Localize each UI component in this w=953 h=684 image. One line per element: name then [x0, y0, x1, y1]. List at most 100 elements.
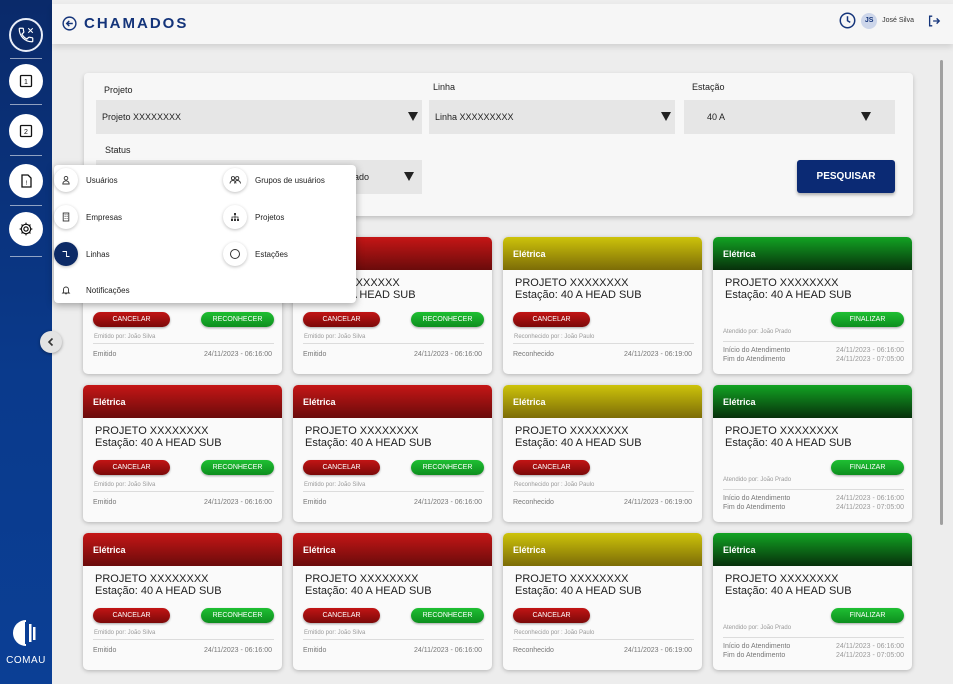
end-time: 24/11/2023 - 07:05:00 — [836, 652, 904, 659]
menu-label: Usuários — [86, 175, 118, 185]
menu-label: Notificações — [86, 285, 130, 295]
linha-label: Linha — [433, 82, 456, 92]
card-station: Estação: 40 A HEAD SUB — [515, 289, 642, 301]
card-category: Elétrica — [503, 533, 702, 566]
recognize-button[interactable]: RECONHECER — [201, 312, 274, 327]
caret-down-icon — [404, 172, 414, 181]
cancel-button[interactable]: CANCELAR — [513, 460, 590, 475]
ticket-card[interactable]: Elétrica PROJETO XXXXXXXX Estação: 40 A HE… — [83, 533, 282, 670]
user-name: José Silva — [882, 17, 914, 24]
ticket-card[interactable]: Elétrica PROJETO XXXXXXXX Estação: 40 A HE… — [713, 237, 912, 374]
recognize-button[interactable]: RECONHECER — [201, 460, 274, 475]
linha-select[interactable]: Linha XXXXXXXXX — [429, 100, 675, 134]
sidebar-collapse-button[interactable] — [40, 331, 62, 353]
sidebar-item-document[interactable]: ! — [9, 164, 43, 198]
menu-item-usuarios[interactable]: Usuários — [54, 168, 118, 192]
card-category: Elétrica — [83, 533, 282, 566]
sidebar-item-chamados[interactable] — [9, 18, 43, 52]
recognized-by: Reconhecido por : João Paulo — [514, 334, 595, 340]
recognize-button[interactable]: RECONHECER — [201, 608, 274, 623]
sidebar-divider — [10, 256, 42, 257]
sidebar-item-1[interactable]: 1 — [9, 64, 43, 98]
recognize-button[interactable]: RECONHECER — [411, 608, 484, 623]
ticket-card[interactable]: Elétrica PROJETO XXXXXXXX Estação: 40 A HE… — [293, 385, 492, 522]
logout-icon[interactable] — [927, 14, 941, 28]
card-status: Emitido — [303, 351, 327, 358]
menu-item-estacoes[interactable]: Estações — [223, 242, 288, 266]
recognize-button[interactable]: RECONHECER — [411, 312, 484, 327]
card-status: Reconhecido — [513, 647, 554, 654]
settings-menu: Usuários Grupos de usuários Empresas Pro… — [54, 165, 356, 303]
menu-item-grupos[interactable]: Grupos de usuários — [223, 168, 325, 192]
cancel-button[interactable]: CANCELAR — [93, 460, 170, 475]
card-project: PROJETO XXXXXXXX — [725, 277, 839, 289]
card-status: Emitido — [93, 647, 117, 654]
gear-icon — [19, 222, 33, 236]
caret-down-icon — [408, 112, 418, 121]
menu-item-linhas[interactable]: Linhas — [54, 242, 110, 266]
start-label: Início do Atendimento — [723, 347, 791, 354]
card-divider — [93, 639, 274, 640]
clock-icon[interactable] — [839, 12, 856, 29]
cancel-button[interactable]: CANCELAR — [303, 460, 380, 475]
emitted-by: Emitido por: João Silva — [304, 482, 366, 488]
back-button[interactable] — [62, 16, 77, 36]
finish-button[interactable]: FINALIZAR — [831, 460, 904, 475]
menu-label: Projetos — [255, 212, 285, 222]
estacao-select[interactable]: 40 A — [684, 100, 895, 134]
menu-item-empresas[interactable]: Empresas — [54, 205, 122, 229]
card-divider — [303, 343, 484, 344]
ticket-card[interactable]: Elétrica PROJETO XXXXXXXX Estação: 40 A HE… — [83, 385, 282, 522]
emitted-by: Emitido por: João Silva — [94, 334, 156, 340]
menu-label: Estações — [255, 249, 288, 259]
finish-button[interactable]: FINALIZAR — [831, 312, 904, 327]
card-category: Elétrica — [713, 385, 912, 418]
card-status: Emitido — [93, 499, 117, 506]
card-divider — [303, 491, 484, 492]
scrollbar[interactable] — [940, 60, 943, 525]
cancel-button[interactable]: CANCELAR — [513, 608, 590, 623]
menu-item-notificacoes[interactable]: Notificações — [54, 278, 130, 302]
recognized-by: Reconhecido por : João Paulo — [514, 482, 595, 488]
user-icon — [54, 168, 78, 192]
card-divider — [93, 491, 274, 492]
linha-value: Linha XXXXXXXXX — [435, 112, 514, 122]
cancel-button[interactable]: CANCELAR — [93, 312, 170, 327]
start-time: 24/11/2023 - 06:16:00 — [836, 643, 904, 650]
card-status: Emitido — [93, 351, 117, 358]
cancel-button[interactable]: CANCELAR — [303, 312, 380, 327]
projeto-select[interactable]: Projeto XXXXXXXX — [96, 100, 422, 134]
end-label: Fim do Atendimento — [723, 652, 786, 659]
card-project: PROJETO XXXXXXXX — [515, 425, 629, 437]
search-button[interactable]: PESQUISAR — [797, 160, 895, 193]
arrow-left-circle-icon — [62, 16, 77, 31]
card-status: Emitido — [303, 647, 327, 654]
finish-button[interactable]: FINALIZAR — [831, 608, 904, 623]
ticket-card[interactable]: Elétrica PROJETO XXXXXXXX Estação: 40 A HE… — [713, 385, 912, 522]
avatar[interactable]: JS — [861, 12, 878, 29]
sidebar-item-settings[interactable] — [9, 212, 43, 246]
projeto-value: Projeto XXXXXXXX — [102, 112, 182, 122]
recognized-by: Reconhecido por : João Paulo — [514, 630, 595, 636]
sidebar-item-2[interactable]: 2 — [9, 114, 43, 148]
ticket-card[interactable]: Elétrica PROJETO XXXXXXXX Estação: 40 A HE… — [293, 533, 492, 670]
comau-logo-icon — [13, 620, 36, 646]
ticket-card[interactable]: Elétrica PROJETO XXXXXXXX Estação: 40 A HE… — [503, 237, 702, 374]
ticket-card[interactable]: Elétrica PROJETO XXXXXXXX Estação: 40 A HE… — [713, 533, 912, 670]
card-status: Emitido — [303, 499, 327, 506]
emitted-by: Emitido por: João Silva — [304, 334, 366, 340]
card-status: Reconhecido — [513, 499, 554, 506]
cancel-button[interactable]: CANCELAR — [513, 312, 590, 327]
menu-item-projetos[interactable]: Projetos — [223, 205, 284, 229]
ticket-card[interactable]: Elétrica PROJETO XXXXXXXX Estação: 40 A HE… — [503, 385, 702, 522]
cancel-button[interactable]: CANCELAR — [303, 608, 380, 623]
card-datetime: 24/11/2023 - 06:16:00 — [204, 499, 272, 506]
recognize-button[interactable]: RECONHECER — [411, 460, 484, 475]
projeto-label: Projeto — [104, 85, 133, 95]
start-time: 24/11/2023 - 06:16:00 — [836, 495, 904, 502]
ticket-card[interactable]: Elétrica PROJETO XXXXXXXX Estação: 40 A HE… — [503, 533, 702, 670]
menu-label: Empresas — [86, 212, 123, 222]
card-datetime: 24/11/2023 - 06:16:00 — [204, 351, 272, 358]
card-project: PROJETO XXXXXXXX — [725, 573, 839, 585]
cancel-button[interactable]: CANCELAR — [93, 608, 170, 623]
